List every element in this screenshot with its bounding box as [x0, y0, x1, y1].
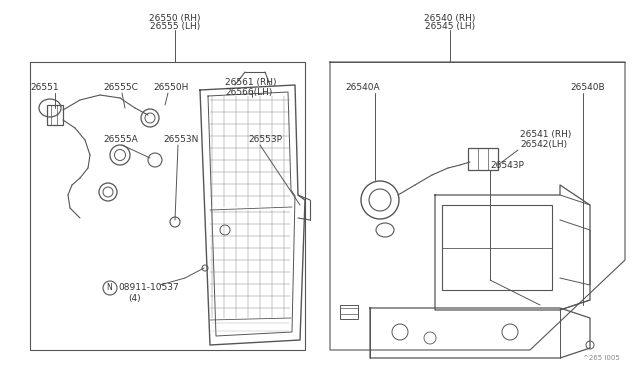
Text: 26566(LH): 26566(LH) [225, 87, 273, 96]
Text: 26551: 26551 [30, 83, 59, 93]
Text: 26553N: 26553N [163, 135, 198, 144]
Text: 08911-10537: 08911-10537 [118, 283, 179, 292]
Text: 26553P: 26553P [248, 135, 282, 144]
Text: 26540B: 26540B [570, 83, 605, 93]
Text: 26543P: 26543P [490, 160, 524, 170]
Text: 26550H: 26550H [153, 83, 188, 93]
Text: 26545 (LH): 26545 (LH) [425, 22, 475, 32]
Text: 26541 (RH): 26541 (RH) [520, 131, 572, 140]
Text: (4): (4) [128, 294, 141, 302]
Text: ^265 l005: ^265 l005 [583, 355, 620, 361]
Text: 26540A: 26540A [345, 83, 380, 93]
Text: 26550 (RH): 26550 (RH) [149, 13, 201, 22]
Text: 26540 (RH): 26540 (RH) [424, 13, 476, 22]
Text: 26555C: 26555C [103, 83, 138, 93]
Text: N: N [106, 283, 112, 292]
Text: 26555 (LH): 26555 (LH) [150, 22, 200, 32]
Text: 26561 (RH): 26561 (RH) [225, 77, 276, 87]
Text: 26555A: 26555A [103, 135, 138, 144]
Text: 26542(LH): 26542(LH) [520, 141, 567, 150]
